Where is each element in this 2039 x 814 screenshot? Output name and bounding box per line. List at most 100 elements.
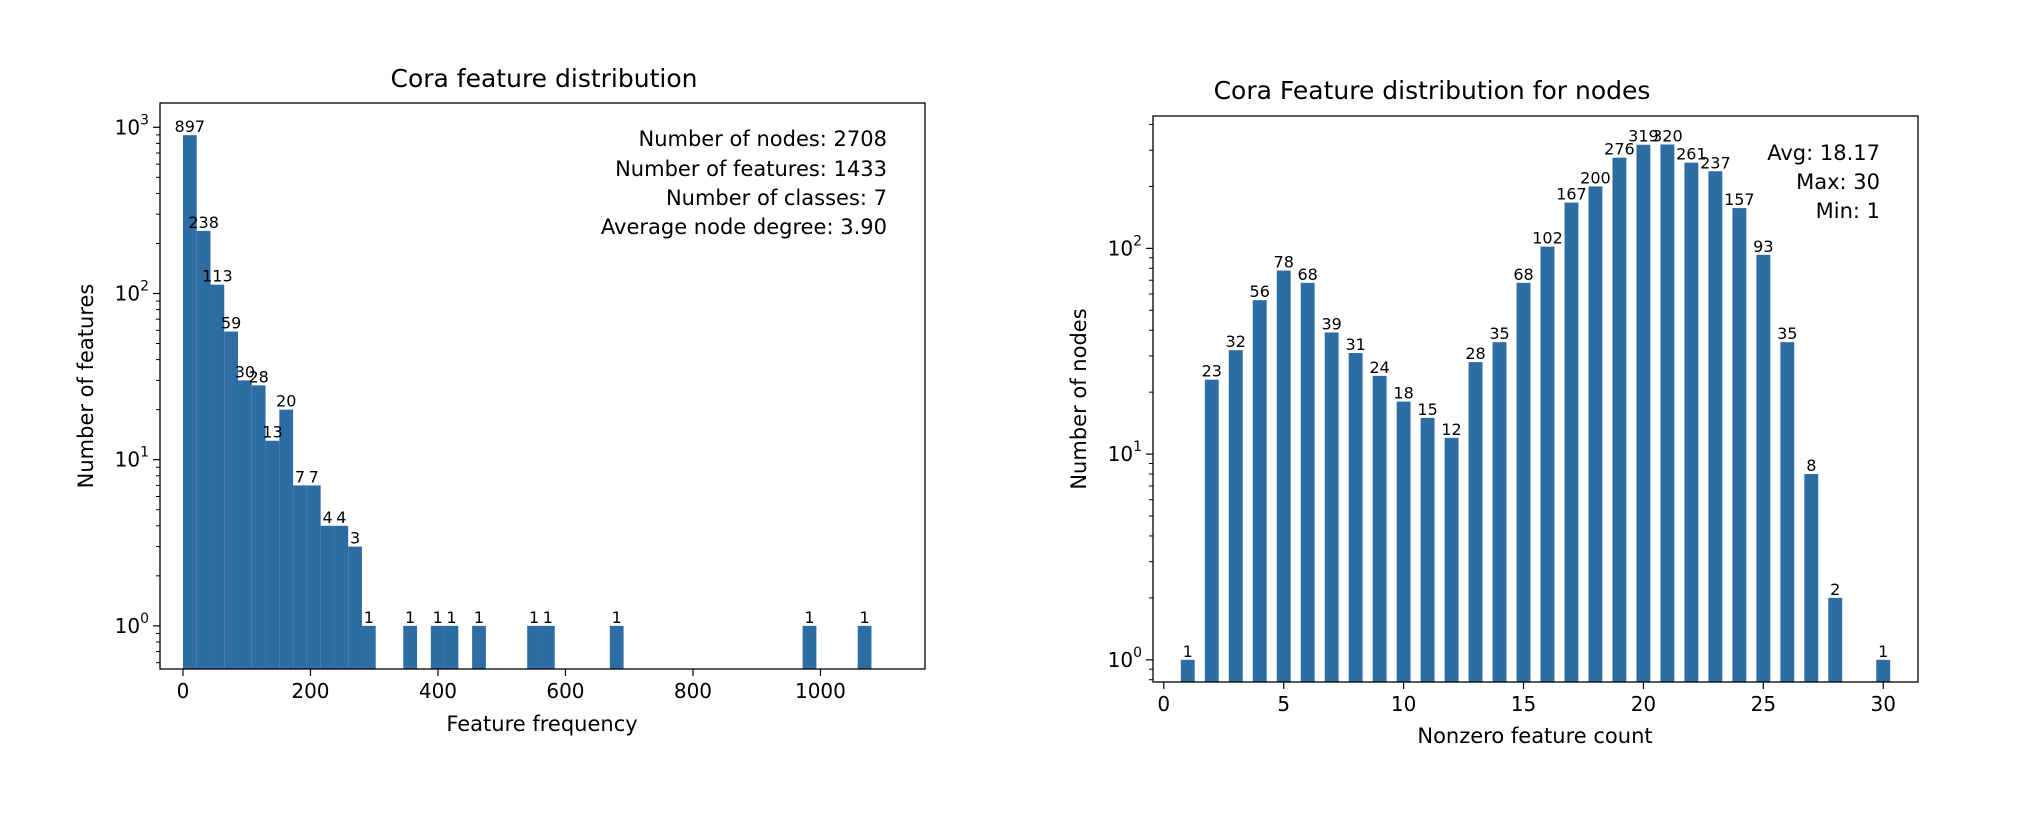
c2-bar-label: 56 bbox=[1250, 282, 1270, 301]
c1-x-tick-label: 0 bbox=[177, 679, 190, 703]
c2-bar bbox=[1324, 332, 1339, 682]
chart1-y-axis-label: Number of features bbox=[74, 284, 98, 489]
c2-bar bbox=[1492, 342, 1507, 682]
c1-bar-label: 1 bbox=[364, 608, 374, 627]
c2-bar bbox=[1828, 597, 1843, 682]
c2-y-tick-label: 100 bbox=[1108, 645, 1142, 672]
c1-bar-label: 4 bbox=[336, 508, 346, 527]
chart1-info-classes: Number of classes: 7 bbox=[666, 186, 887, 210]
c1-bar-label: 113 bbox=[202, 267, 233, 286]
c2-bar-label: 237 bbox=[1700, 153, 1731, 172]
c2-bar-label: 31 bbox=[1345, 335, 1365, 354]
c2-bar-label: 167 bbox=[1556, 185, 1587, 204]
feature-distribution-chart: Cora feature distribution 89723811359302… bbox=[74, 64, 926, 736]
c1-bar bbox=[196, 230, 211, 670]
c1-x-tick-label: 1000 bbox=[795, 679, 846, 703]
c2-bar-label: 68 bbox=[1513, 265, 1533, 284]
c2-bar-label: 276 bbox=[1604, 140, 1635, 159]
c2-bar bbox=[1684, 162, 1699, 682]
c1-bar bbox=[182, 135, 197, 670]
c2-bar bbox=[1732, 208, 1747, 682]
c2-bar bbox=[1372, 375, 1387, 682]
chart2-x-axis-label: Nonzero feature count bbox=[1417, 724, 1652, 748]
c2-bar bbox=[1444, 437, 1459, 682]
c1-bar bbox=[472, 625, 486, 669]
c2-bar bbox=[1516, 282, 1531, 682]
c1-bar-label: 20 bbox=[276, 392, 296, 411]
c2-bar-label: 157 bbox=[1724, 190, 1755, 209]
c1-bar-label: 7 bbox=[295, 467, 305, 486]
c2-bar-label: 32 bbox=[1226, 332, 1246, 351]
c2-x-tick-label: 15 bbox=[1511, 692, 1536, 716]
c1-bar bbox=[802, 625, 817, 669]
c2-bar-label: 15 bbox=[1417, 400, 1437, 419]
c1-bar-label: 1 bbox=[612, 608, 622, 627]
c1-bar-label: 30 bbox=[235, 362, 255, 381]
chart2-bar-labels: 1233256786839312418151228356810216720027… bbox=[1183, 126, 1889, 660]
c2-bar bbox=[1660, 144, 1675, 682]
c1-bar-label: 897 bbox=[175, 117, 206, 136]
c2-bar bbox=[1708, 171, 1723, 683]
c1-bar bbox=[361, 625, 376, 669]
c2-bar bbox=[1876, 659, 1891, 682]
c2-x-tick-label: 25 bbox=[1751, 692, 1776, 716]
c1-bar-label: 1 bbox=[474, 608, 484, 627]
c2-bar-label: 2 bbox=[1830, 580, 1840, 599]
chart1-x-ticks: 0 200 400 600 800 1000 bbox=[177, 669, 846, 703]
chart1-info-degree: Average node degree: 3.90 bbox=[601, 215, 887, 239]
c2-bar-label: 23 bbox=[1202, 362, 1222, 381]
c1-y-tick-label: 103 bbox=[115, 112, 149, 139]
c1-x-tick-label: 600 bbox=[546, 679, 584, 703]
c1-x-tick-label: 200 bbox=[291, 679, 329, 703]
chart2-y-axis-label: Number of nodes bbox=[1067, 308, 1091, 489]
c1-bar-label: 238 bbox=[188, 213, 219, 232]
c1-bar bbox=[279, 409, 294, 669]
c2-bar-label: 261 bbox=[1676, 145, 1707, 164]
c1-x-tick-label: 400 bbox=[419, 679, 457, 703]
chart1-y-ticks: 100 101 102 103 bbox=[115, 112, 160, 664]
c1-bar bbox=[857, 625, 872, 669]
c2-bar bbox=[1204, 379, 1219, 682]
c2-bar-label: 12 bbox=[1441, 420, 1461, 439]
c2-bar-label: 28 bbox=[1465, 344, 1485, 363]
c1-x-tick-label: 800 bbox=[674, 679, 712, 703]
c1-bar bbox=[224, 331, 239, 669]
c1-bar bbox=[334, 525, 349, 669]
c1-bar-label: 59 bbox=[221, 314, 241, 333]
c2-bar-label: 319 bbox=[1628, 127, 1659, 146]
chart2-y-ticks: 100 101 102 bbox=[1108, 124, 1153, 681]
c2-bar bbox=[1276, 270, 1291, 682]
c2-y-tick-label: 102 bbox=[1108, 233, 1142, 260]
c1-bar bbox=[238, 380, 252, 669]
c1-bar bbox=[540, 625, 555, 669]
c1-y-tick-label: 100 bbox=[115, 611, 149, 638]
c2-bar bbox=[1588, 186, 1603, 683]
c1-bar bbox=[403, 625, 418, 669]
chart1-title: Cora feature distribution bbox=[391, 64, 698, 93]
chart2-info-min: Min: 1 bbox=[1816, 199, 1880, 223]
c2-bar bbox=[1180, 659, 1195, 682]
c1-bar-label: 13 bbox=[262, 423, 282, 442]
c2-bar-label: 18 bbox=[1393, 384, 1413, 403]
c1-bar-label: 1 bbox=[859, 608, 869, 627]
c1-bar-label: 1 bbox=[446, 608, 456, 627]
c2-bar-label: 93 bbox=[1753, 237, 1773, 256]
c1-bar bbox=[306, 485, 321, 669]
c2-bar-label: 8 bbox=[1806, 456, 1816, 475]
chart1-bars bbox=[182, 135, 872, 670]
c2-bar bbox=[1396, 401, 1411, 682]
c2-bar bbox=[1228, 350, 1243, 682]
chart2-info-avg: Avg: 18.17 bbox=[1767, 141, 1880, 165]
chart1-info-nodes: Number of nodes: 2708 bbox=[639, 127, 888, 151]
c2-bar-label: 102 bbox=[1532, 229, 1563, 248]
c1-bar bbox=[265, 440, 280, 669]
c1-bar bbox=[527, 625, 541, 669]
c2-bar bbox=[1780, 342, 1795, 682]
node-feature-distribution-chart: Cora Feature distribution for nodes 1233… bbox=[1067, 76, 1919, 748]
c1-bar bbox=[444, 625, 459, 669]
c1-bar-label: 1 bbox=[529, 608, 539, 627]
chart2-x-ticks: 0 5 10 15 20 25 30 bbox=[1157, 682, 1896, 716]
chart2-title: Cora Feature distribution for nodes bbox=[1214, 76, 1651, 105]
c2-x-tick-label: 10 bbox=[1391, 692, 1416, 716]
